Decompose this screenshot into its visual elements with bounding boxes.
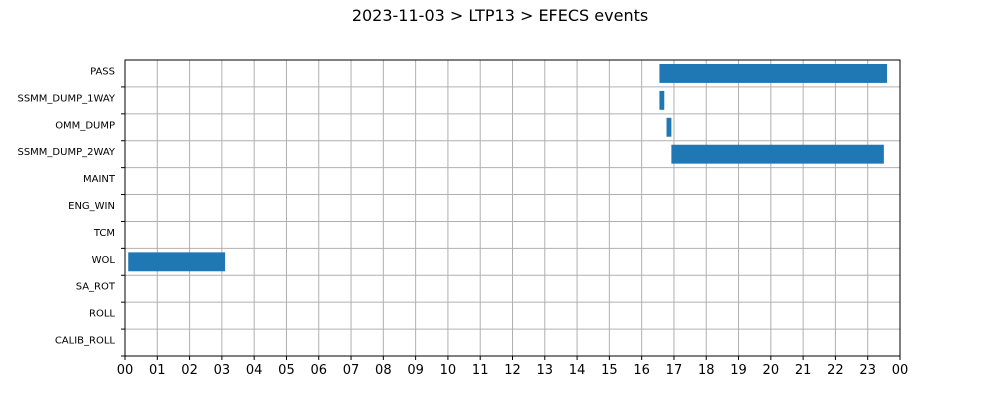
event-bar <box>128 252 226 272</box>
y-category-label: SSMM_DUMP_2WAY <box>17 147 115 158</box>
x-tick-label: 13 <box>537 363 554 378</box>
y-category-label: OMM_DUMP <box>55 120 115 131</box>
y-category-label: ROLL <box>89 309 115 320</box>
x-tick-label: 00 <box>117 363 134 378</box>
x-tick-label: 22 <box>827 363 844 378</box>
y-category-label: PASS <box>90 66 115 77</box>
x-tick-label: 23 <box>859 363 876 378</box>
y-category-label: TCM <box>93 228 115 239</box>
event-bar <box>666 117 672 137</box>
x-tick-label: 07 <box>343 363 360 378</box>
x-tick-label: 20 <box>763 363 780 378</box>
x-tick-label: 06 <box>310 363 327 378</box>
y-axis: PASS SSMM_DUMP_1WAY OMM_DUMP SSMM_DUMP_2WAY… <box>17 66 125 357</box>
x-tick-label: 00 <box>892 363 909 378</box>
event-bar <box>671 144 884 164</box>
x-tick-label: 03 <box>214 363 231 378</box>
x-tick-label: 09 <box>407 363 424 378</box>
x-tick-label: 05 <box>278 363 295 378</box>
y-category-label: MAINT <box>83 174 116 185</box>
x-tick-label: 15 <box>601 363 618 378</box>
x-tick-label: 12 <box>504 363 521 378</box>
x-tick-label: 10 <box>440 363 457 378</box>
x-tick-label: 19 <box>730 363 747 378</box>
x-tick-label: 21 <box>795 363 812 378</box>
x-tick-label: 17 <box>666 363 683 378</box>
y-category-label: SSMM_DUMP_1WAY <box>17 93 115 104</box>
event-bars <box>128 64 888 272</box>
y-category-label: SA_ROT <box>76 282 116 293</box>
x-tick-label: 18 <box>698 363 715 378</box>
x-tick-label: 14 <box>569 363 586 378</box>
x-tick-label: 11 <box>472 363 489 378</box>
x-tick-label: 01 <box>149 363 166 378</box>
x-axis: 00 01 02 03 04 05 06 07 08 09 10 11 12 13 14 15 16 17 18 19… <box>117 356 909 378</box>
x-tick-label: 08 <box>375 363 392 378</box>
x-tick-label: 02 <box>181 363 198 378</box>
y-category-label: WOL <box>92 255 116 266</box>
event-bar <box>659 64 888 83</box>
y-category-label: ENG_WIN <box>68 201 115 212</box>
x-tick-label: 04 <box>246 363 263 378</box>
y-category-label: CALIB_ROLL <box>55 336 116 347</box>
grid-lines <box>124 60 901 356</box>
chart-title: 2023-11-03 > LTP13 > EFECS events <box>351 6 649 25</box>
x-tick-label: 16 <box>633 363 650 378</box>
event-bar <box>659 90 665 110</box>
